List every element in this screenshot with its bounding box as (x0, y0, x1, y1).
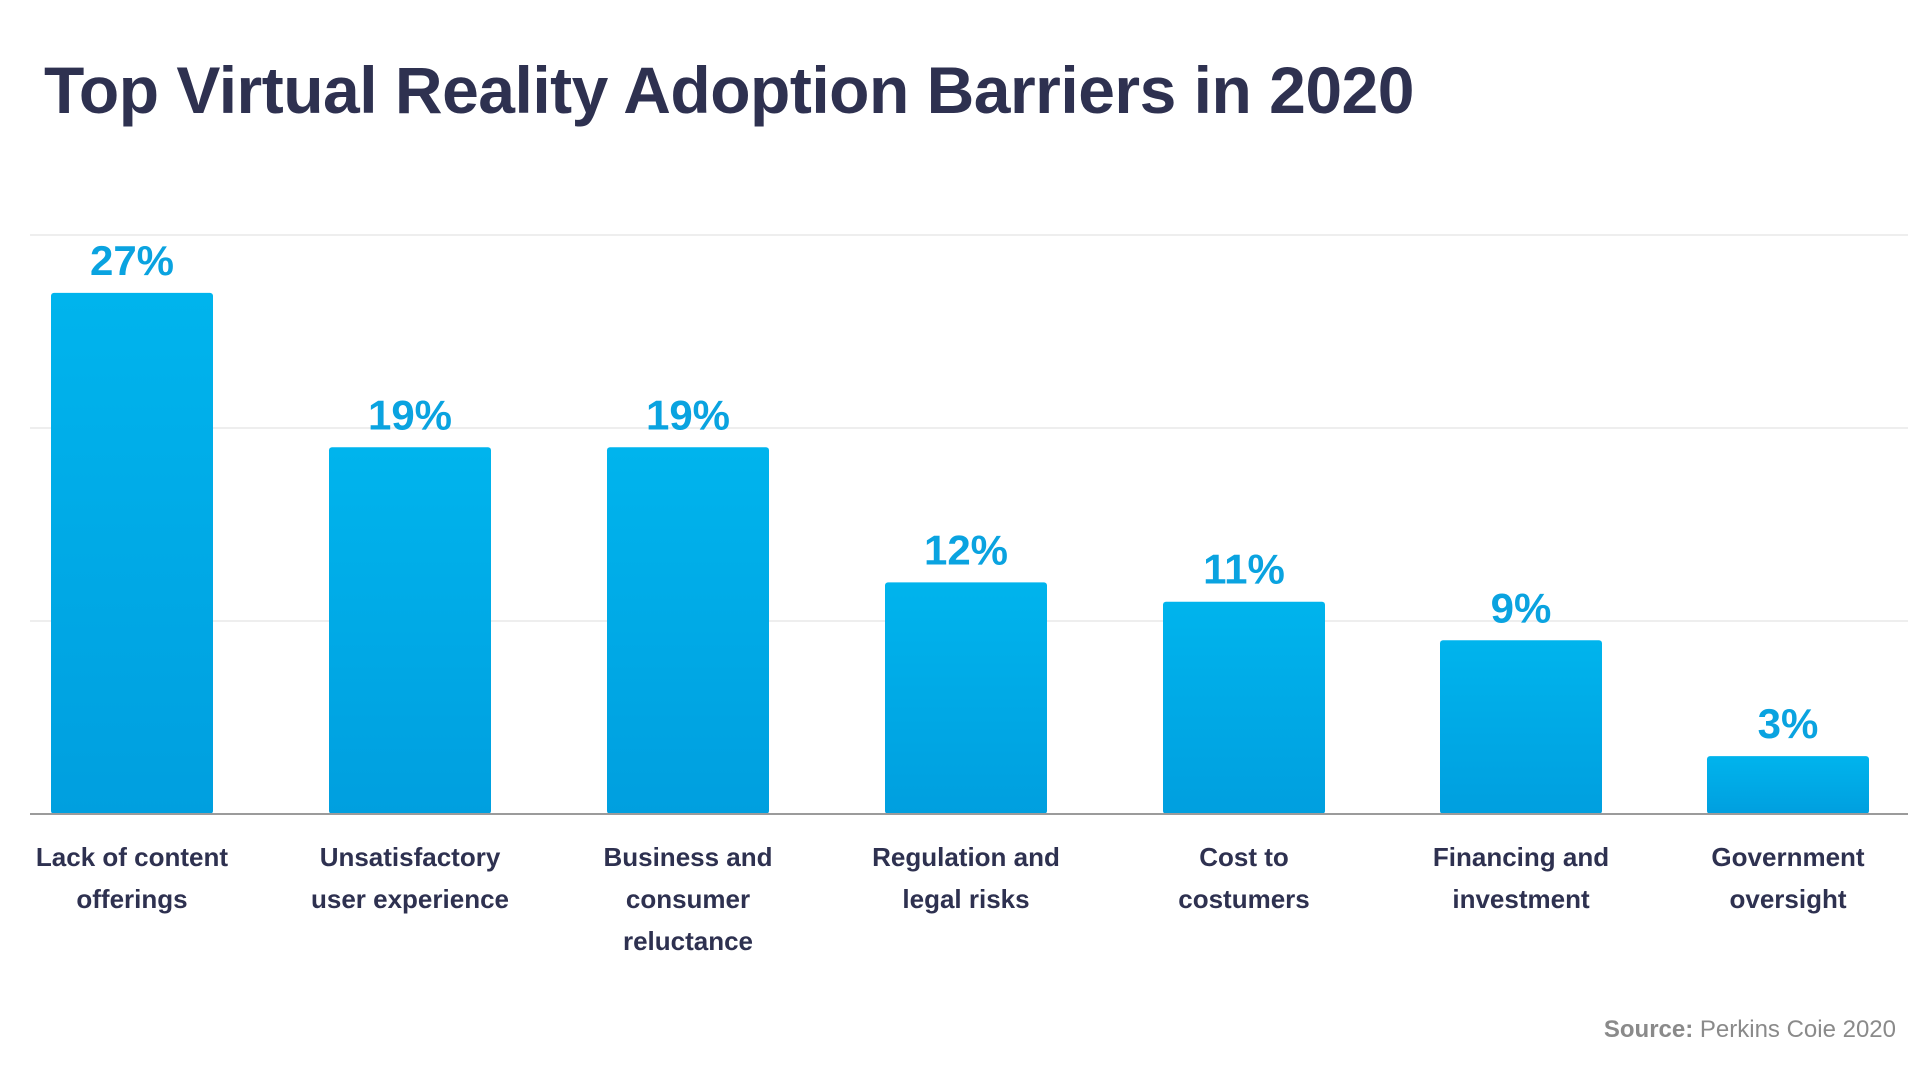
category-label: Lack of content offerings (36, 842, 228, 914)
category-label: Financing and investment (1433, 842, 1609, 914)
bar (1163, 601, 1325, 814)
value-label: 27% (90, 237, 174, 284)
bars (51, 292, 1869, 814)
source-note: Source: Perkins Coie 2020 (1604, 1016, 1896, 1044)
bar (51, 292, 213, 814)
category-label: Cost to costumers (1178, 842, 1310, 914)
category-label: Business and consumer reluctance (603, 842, 772, 956)
category-labels: Lack of content offerings Unsatisfactory us… (36, 842, 1865, 956)
bar (1440, 640, 1602, 814)
bar (885, 582, 1047, 814)
chart-title: Top Virtual Reality Adoption Barriers in… (44, 53, 1414, 127)
value-label: 3% (1758, 700, 1819, 747)
bar (607, 447, 769, 814)
category-label: Regulation and legal risks (872, 842, 1060, 914)
value-label: 9% (1491, 584, 1552, 631)
bar (329, 447, 491, 814)
category-label: Unsatisfactory user experience (311, 842, 509, 914)
value-label: 11% (1203, 546, 1285, 593)
value-label: 12% (924, 526, 1008, 573)
bar (1707, 756, 1869, 814)
value-labels: 27% 19% 19% 12% 11% 9% 3% (90, 237, 1818, 747)
value-label: 19% (646, 391, 730, 438)
category-label: Government oversight (1711, 842, 1864, 914)
source-text: Perkins Coie 2020 (1693, 1016, 1896, 1043)
source-label: Source: (1603, 1016, 1694, 1043)
value-label: 19% (368, 391, 452, 438)
